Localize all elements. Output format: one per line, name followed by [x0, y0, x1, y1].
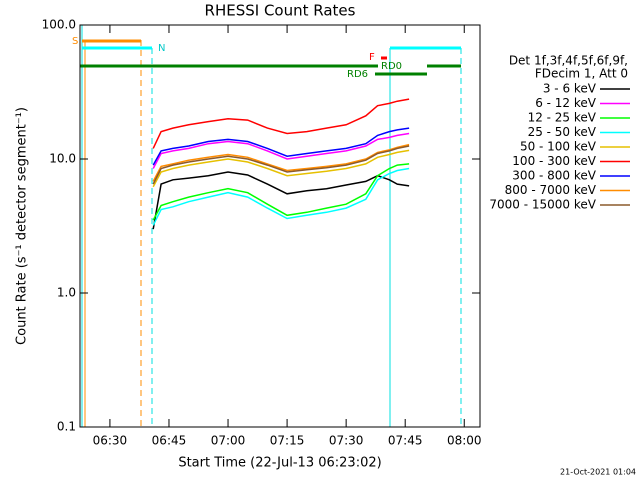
flag-label: S [72, 36, 78, 47]
legend-label: 50 - 100 keV [520, 140, 597, 154]
x-tick-label: 06:45 [152, 434, 187, 448]
x-axis-label: Start Time (22-Jul-13 06:23:02) [178, 456, 381, 471]
legend-label: 100 - 300 keV [512, 154, 596, 168]
y-tick-label: 0.1 [57, 420, 76, 434]
plot-frame [79, 24, 481, 428]
series-line [152, 143, 410, 182]
y-tick-label: 10.0 [49, 152, 76, 166]
y-axis-label: Count Rate (s⁻¹ detector segment⁻¹) [15, 107, 30, 345]
y-tick-label: 1.0 [57, 286, 76, 300]
flag-label: F [369, 52, 375, 63]
legend-label: 300 - 800 keV [512, 169, 596, 183]
legend-header: FDecim 1, Att 0 [535, 67, 628, 81]
series-line [152, 167, 410, 226]
legend-label: 25 - 50 keV [528, 125, 597, 139]
x-tick-label: 06:30 [93, 434, 128, 448]
x-tick-label: 07:15 [270, 434, 305, 448]
series-line [152, 145, 410, 185]
chart-title: RHESSI Count Rates [205, 2, 356, 20]
legend-label: 3 - 6 keV [543, 82, 597, 96]
x-tick-label: 08:00 [447, 434, 482, 448]
series-line [152, 98, 410, 149]
legend-label: 800 - 7000 keV [505, 183, 597, 197]
legend-header: Det 1f,3f,4f,5f,6f,9f, [509, 54, 628, 68]
y-tick-label: 100.0 [42, 18, 76, 32]
legend-label: 12 - 25 keV [528, 111, 597, 125]
series-line [152, 149, 410, 188]
x-tick-label: 07:30 [329, 434, 364, 448]
flag-label: RD0 [381, 61, 402, 72]
flag-label: N [158, 43, 165, 54]
x-tick-label: 07:00 [211, 434, 246, 448]
series-line [152, 127, 410, 166]
legend-label: 7000 - 15000 keV [489, 198, 596, 212]
series-line [152, 163, 410, 221]
legend-label: 6 - 12 keV [535, 96, 597, 110]
timestamp: 21-Oct-2021 01:04 [560, 468, 636, 477]
flag-label: RD6 [347, 69, 368, 80]
series-line [152, 132, 410, 169]
x-tick-label: 07:45 [388, 434, 423, 448]
